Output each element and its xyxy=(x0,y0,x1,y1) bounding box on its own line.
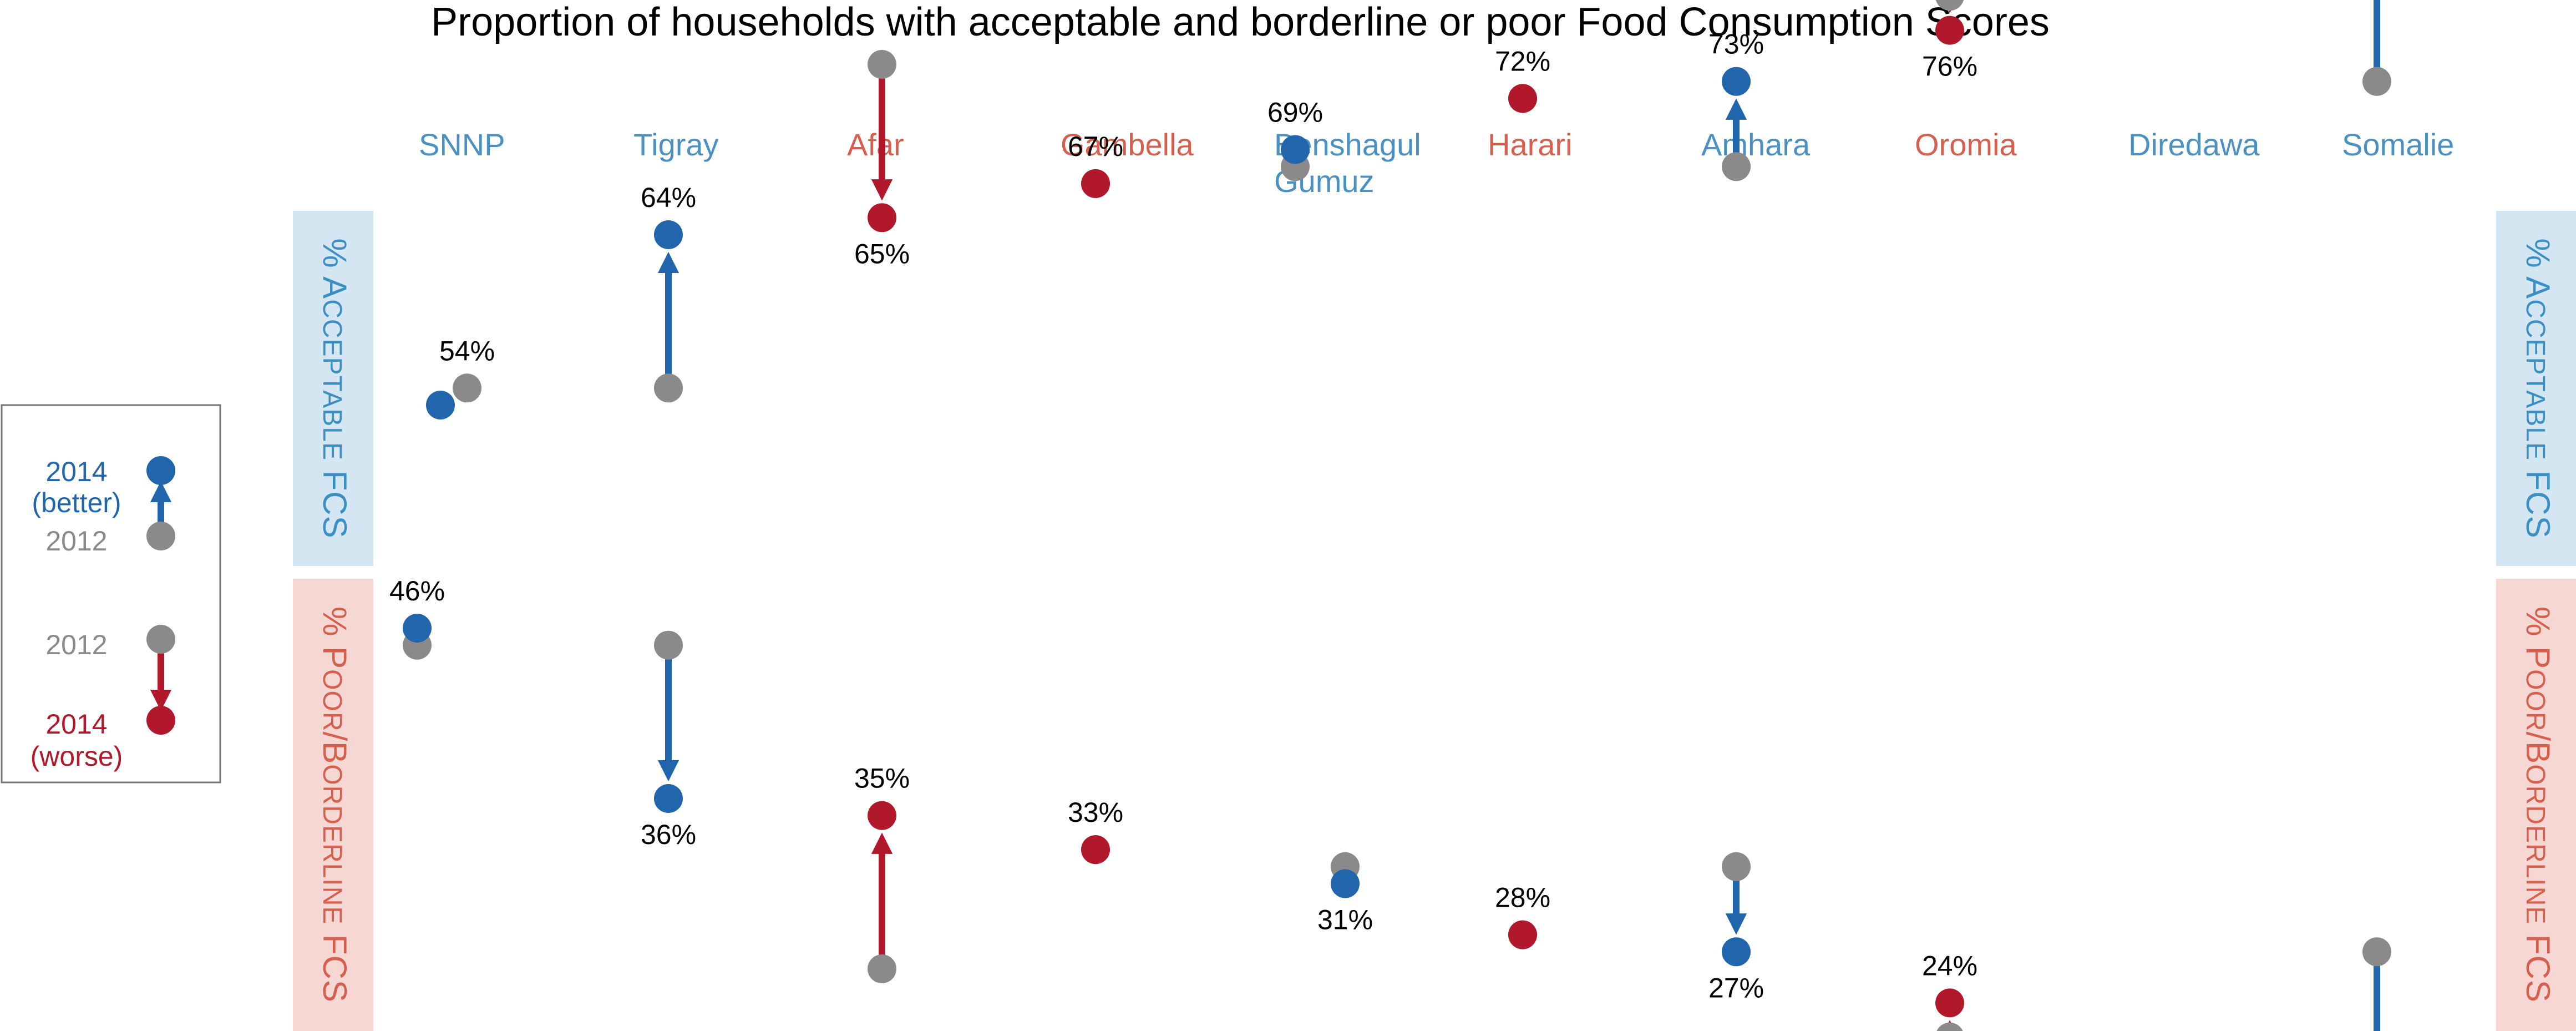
acceptable-2014-point-oromia xyxy=(1935,16,1964,45)
acceptable-value-label-tigray: 64% xyxy=(641,182,696,213)
poor-2014-point-afar xyxy=(868,801,896,830)
acceptable-2014-point-afar xyxy=(868,203,896,233)
region-label-gambella: Gambella xyxy=(1061,127,1194,162)
legend-2014-better-dot xyxy=(146,456,175,485)
poor-band-left xyxy=(293,579,373,1031)
poor-2014-point-tigray xyxy=(654,784,683,813)
legend-2012-dot-top xyxy=(146,522,175,550)
poor-value-label-afar: 35% xyxy=(854,763,910,794)
acceptable-value-label-oromia: 76% xyxy=(1922,51,1977,82)
legend: 2014 (better) 2012 2012 2014 (worse) xyxy=(1,404,221,784)
poor-2012-point-tigray xyxy=(654,630,683,660)
acceptable-value-label-afar: 65% xyxy=(854,238,910,269)
acceptable-axis-label-right: % ACCEPTABLE FCS xyxy=(2519,238,2557,538)
acceptable-axis-label-left: % ACCEPTABLE FCS xyxy=(316,238,353,538)
poor-2014-point-amhara xyxy=(1722,937,1751,967)
poor-2014-point-harari xyxy=(1508,920,1537,949)
poor-value-label-benshagul-gumuz: 31% xyxy=(1317,904,1373,936)
region-label-somalie: Somalie xyxy=(2342,127,2454,162)
poor-2014-point-gambella xyxy=(1081,835,1110,865)
legend-base-year-bottom: 2012 xyxy=(45,629,107,660)
poor-value-label-amhara: 27% xyxy=(1708,972,1764,1003)
acceptable-2014-point-amhara xyxy=(1722,67,1751,96)
acceptable-value-label-gambella: 67% xyxy=(1068,131,1123,162)
poor-value-label-harari: 28% xyxy=(1495,882,1550,913)
poor-2014-point-benshagul-gumuz xyxy=(1331,869,1360,898)
region-label-harari: Harari xyxy=(1488,127,1572,162)
poor-band-right xyxy=(2496,579,2576,1031)
acceptable-2012-point-afar xyxy=(868,50,896,79)
acceptable-2012-point-oromia xyxy=(1935,0,1964,11)
poor-2012-point-oromia xyxy=(1936,1022,1963,1031)
legend-better-note: (better) xyxy=(32,487,121,518)
acceptable-2014-point-snnp xyxy=(426,391,455,420)
legend-box xyxy=(1,404,221,784)
region-label-oromia: Oromia xyxy=(1915,127,2017,162)
poor-value-label-oromia: 24% xyxy=(1922,950,1977,981)
region-label-afar: Afar xyxy=(847,127,904,162)
acceptable-value-label-snnp: 54% xyxy=(439,335,495,366)
poor-2012-point-amhara xyxy=(1722,852,1751,881)
acceptable-value-label-harari: 72% xyxy=(1495,46,1550,77)
legend-base-year-top: 2012 xyxy=(45,525,107,557)
legend-2012-dot-bottom xyxy=(146,625,175,654)
acceptable-band-left xyxy=(293,211,373,566)
region-label-snnp: SNNP xyxy=(419,127,505,162)
poor-2012-point-afar xyxy=(868,954,896,983)
poor-value-label-gambella: 33% xyxy=(1068,797,1123,828)
legend-worse-year: 2014 xyxy=(45,709,107,740)
acceptable-2014-point-benshagul-gumuz xyxy=(1281,135,1310,164)
acceptable-band-right xyxy=(2496,211,2576,566)
legend-better-year: 2014 xyxy=(45,456,107,487)
acceptable-2012-point-tigray xyxy=(654,373,683,403)
acceptable-2012-point-amhara xyxy=(1722,152,1751,181)
poor-2014-point-oromia xyxy=(1935,988,1964,1018)
legend-2014-worse-dot xyxy=(146,706,175,735)
legend-worse-note: (worse) xyxy=(31,741,123,772)
acceptable-2012-point-snnp xyxy=(453,373,481,403)
chart-marks: SNNP 54% 46% Tigray 64% 36% Afar 65% 35% Gambella… xyxy=(389,0,2454,1031)
poor-axis-label-left: % POOR/BORDERLINE FCS xyxy=(316,607,353,1003)
chart-title: Proportion of households with acceptable… xyxy=(431,0,2050,44)
acceptable-2014-point-gambella xyxy=(1081,169,1110,198)
poor-2014-point-snnp xyxy=(403,614,432,643)
acceptable-value-label-benshagul-gumuz: 69% xyxy=(1267,97,1323,128)
acceptable-2012-point-somalie xyxy=(2362,67,2391,96)
poor-axis-label-right: % POOR/BORDERLINE FCS xyxy=(2519,607,2557,1003)
acceptable-value-label-amhara: 73% xyxy=(1708,29,1764,60)
region-label-diredawa: Diredawa xyxy=(2128,127,2260,162)
acceptable-2014-point-harari xyxy=(1508,84,1537,113)
region-label-tigray: Tigray xyxy=(633,127,719,162)
poor-value-label-snnp: 46% xyxy=(389,575,445,607)
region-label-amhara: Amhara xyxy=(1701,127,1811,162)
acceptable-2014-point-tigray xyxy=(654,220,683,249)
poor-2012-point-somalie xyxy=(2362,937,2391,967)
poor-value-label-tigray: 36% xyxy=(641,819,696,850)
